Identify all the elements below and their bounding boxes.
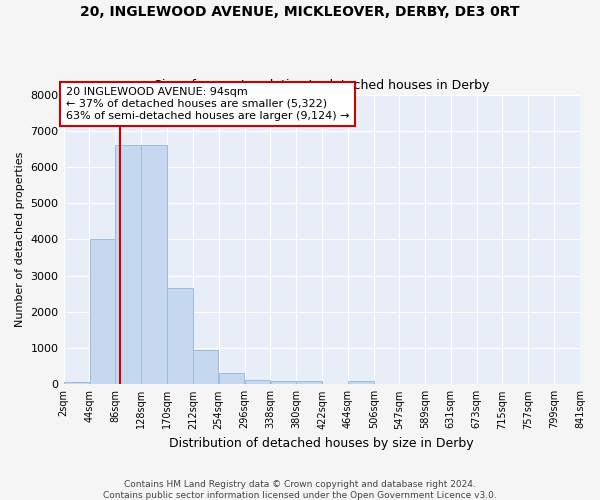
Bar	[296, 382, 322, 384]
Bar	[115, 146, 141, 384]
Text: Contains HM Land Registry data © Crown copyright and database right 2024.
Contai: Contains HM Land Registry data © Crown c…	[103, 480, 497, 500]
Text: 20 INGLEWOOD AVENUE: 94sqm
← 37% of detached houses are smaller (5,322)
63% of s: 20 INGLEWOOD AVENUE: 94sqm ← 37% of deta…	[66, 88, 350, 120]
Bar	[167, 288, 193, 384]
Bar	[271, 381, 296, 384]
Bar	[64, 382, 89, 384]
Bar	[89, 240, 115, 384]
Bar	[245, 380, 270, 384]
X-axis label: Distribution of detached houses by size in Derby: Distribution of detached houses by size …	[169, 437, 474, 450]
Bar	[142, 146, 167, 384]
Bar	[193, 350, 218, 384]
Y-axis label: Number of detached properties: Number of detached properties	[15, 152, 25, 327]
Title: Size of property relative to detached houses in Derby: Size of property relative to detached ho…	[154, 79, 490, 92]
Bar	[219, 374, 244, 384]
Text: 20, INGLEWOOD AVENUE, MICKLEOVER, DERBY, DE3 0RT: 20, INGLEWOOD AVENUE, MICKLEOVER, DERBY,…	[80, 5, 520, 19]
Bar	[348, 382, 374, 384]
